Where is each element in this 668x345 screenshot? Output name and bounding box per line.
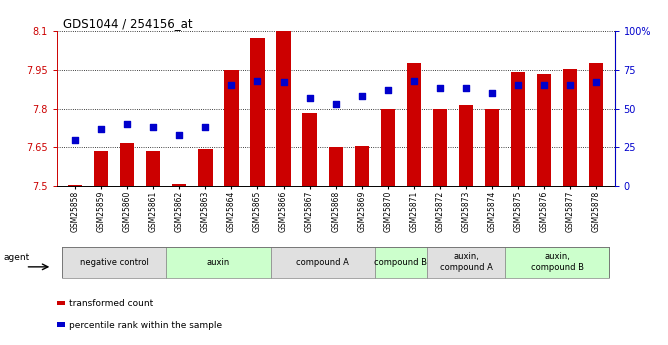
Bar <box>62 247 166 278</box>
Bar <box>329 147 343 186</box>
Bar <box>146 150 160 186</box>
Bar <box>511 72 525 186</box>
Bar <box>589 63 603 186</box>
Bar <box>563 69 577 186</box>
Point <box>357 93 367 99</box>
Bar <box>172 184 186 186</box>
Point <box>174 132 184 138</box>
Bar <box>505 247 609 278</box>
Bar <box>375 247 427 278</box>
Bar <box>198 149 212 186</box>
Text: negative control: negative control <box>79 258 148 267</box>
Bar <box>381 109 395 186</box>
Point <box>435 86 446 91</box>
Point <box>461 86 472 91</box>
Bar <box>537 74 551 186</box>
Text: agent: agent <box>3 253 29 262</box>
Text: auxin,
compound A: auxin, compound A <box>440 253 492 272</box>
Point <box>96 126 106 131</box>
Point <box>409 78 420 83</box>
Point <box>148 125 158 130</box>
Bar <box>120 143 134 186</box>
Text: transformed count: transformed count <box>69 299 154 308</box>
Bar <box>250 38 265 186</box>
Bar <box>57 301 65 305</box>
Point <box>513 82 524 88</box>
Point <box>487 90 498 96</box>
Bar <box>57 322 65 327</box>
Bar <box>485 109 499 186</box>
Bar <box>277 31 291 186</box>
Text: auxin: auxin <box>207 258 230 267</box>
Text: percentile rank within the sample: percentile rank within the sample <box>69 321 222 329</box>
Bar <box>433 109 447 186</box>
Bar <box>166 247 271 278</box>
Bar <box>271 247 375 278</box>
Point <box>565 82 576 88</box>
Text: compound B: compound B <box>374 258 428 267</box>
Bar <box>427 247 505 278</box>
Point <box>304 95 315 101</box>
Bar <box>68 185 82 186</box>
Point <box>591 80 602 85</box>
Bar <box>407 63 421 186</box>
Point <box>226 82 236 88</box>
Point <box>122 121 132 127</box>
Point <box>331 101 341 107</box>
Bar <box>224 70 238 186</box>
Bar <box>94 151 108 186</box>
Bar <box>355 146 369 186</box>
Text: GDS1044 / 254156_at: GDS1044 / 254156_at <box>63 17 193 30</box>
Point <box>383 87 393 93</box>
Bar <box>303 112 317 186</box>
Point <box>539 82 550 88</box>
Point <box>252 78 263 83</box>
Point <box>200 125 210 130</box>
Point <box>69 137 80 142</box>
Text: auxin,
compound B: auxin, compound B <box>530 253 584 272</box>
Text: compound A: compound A <box>296 258 349 267</box>
Point <box>278 80 289 85</box>
Bar <box>459 105 473 186</box>
